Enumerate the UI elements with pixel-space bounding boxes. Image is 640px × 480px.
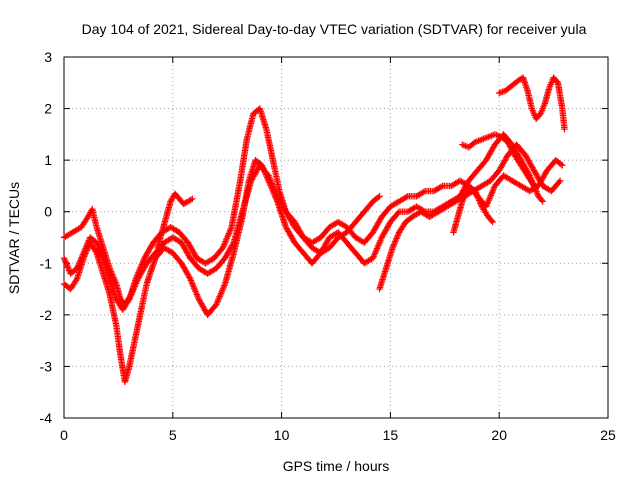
- data-point: [186, 274, 193, 281]
- data-point: [529, 181, 537, 188]
- y-tick-label: -4: [40, 410, 53, 426]
- data-point: [420, 188, 427, 196]
- data-point: [505, 140, 512, 147]
- data-point: [555, 178, 563, 186]
- y-tick-labels: -4 -3 -2 -1 0 1 2 3: [40, 49, 53, 426]
- data-point: [376, 193, 383, 200]
- data-point: [394, 209, 402, 217]
- data-point: [72, 277, 80, 284]
- series-track-4: [154, 190, 196, 252]
- series-track-7: [496, 74, 568, 133]
- y-tick-label: 0: [44, 204, 52, 220]
- axis-ticks: [63, 56, 609, 419]
- chart-title: Day 104 of 2021, Sidereal Day-to-day VTE…: [82, 21, 587, 37]
- y-tick-label: -1: [40, 255, 53, 271]
- data-marks: [60, 74, 568, 386]
- x-tick-labels: 0 5 10 15 20 25: [60, 427, 616, 443]
- data-point: [488, 217, 495, 224]
- data-point: [538, 196, 545, 204]
- data-point: [553, 78, 561, 85]
- data-point: [561, 126, 568, 133]
- data-point: [506, 143, 514, 150]
- data-point: [509, 148, 517, 156]
- data-point: [539, 198, 546, 205]
- x-tick-label: 20: [491, 427, 507, 443]
- y-tick-label: -2: [40, 307, 53, 323]
- data-point: [504, 138, 512, 146]
- data-point: [508, 146, 515, 153]
- data-point: [375, 194, 382, 201]
- data-point: [437, 183, 445, 190]
- y-tick-label: 1: [44, 152, 52, 168]
- series-track-2: [60, 131, 546, 386]
- data-point: [506, 141, 513, 149]
- data-point: [507, 144, 515, 152]
- series-track-3: [60, 105, 383, 313]
- data-point: [530, 182, 538, 190]
- data-point: [403, 193, 410, 201]
- y-axis-label: SDTVAR / TECUs: [6, 182, 22, 294]
- data-point: [557, 161, 565, 168]
- y-tick-label: 2: [44, 101, 52, 117]
- data-point: [187, 196, 195, 203]
- series-track-5: [376, 141, 564, 293]
- data-point: [489, 218, 496, 226]
- x-tick-label: 10: [274, 427, 290, 443]
- y-tick-label: 3: [44, 49, 52, 65]
- x-tick-label: 15: [383, 427, 399, 443]
- data-point: [189, 195, 196, 203]
- data-point: [556, 177, 564, 184]
- x-tick-label: 25: [600, 427, 616, 443]
- x-tick-label: 5: [169, 427, 177, 443]
- series-track-8: [450, 182, 496, 236]
- y-tick-label: -3: [40, 358, 53, 374]
- data-point: [559, 162, 566, 169]
- data-point: [509, 147, 516, 154]
- x-tick-label: 0: [60, 427, 68, 443]
- series-track-6: [459, 131, 538, 190]
- grid-lines: [64, 57, 608, 418]
- data-point: [125, 297, 132, 305]
- x-axis-label: GPS time / hours: [283, 458, 390, 474]
